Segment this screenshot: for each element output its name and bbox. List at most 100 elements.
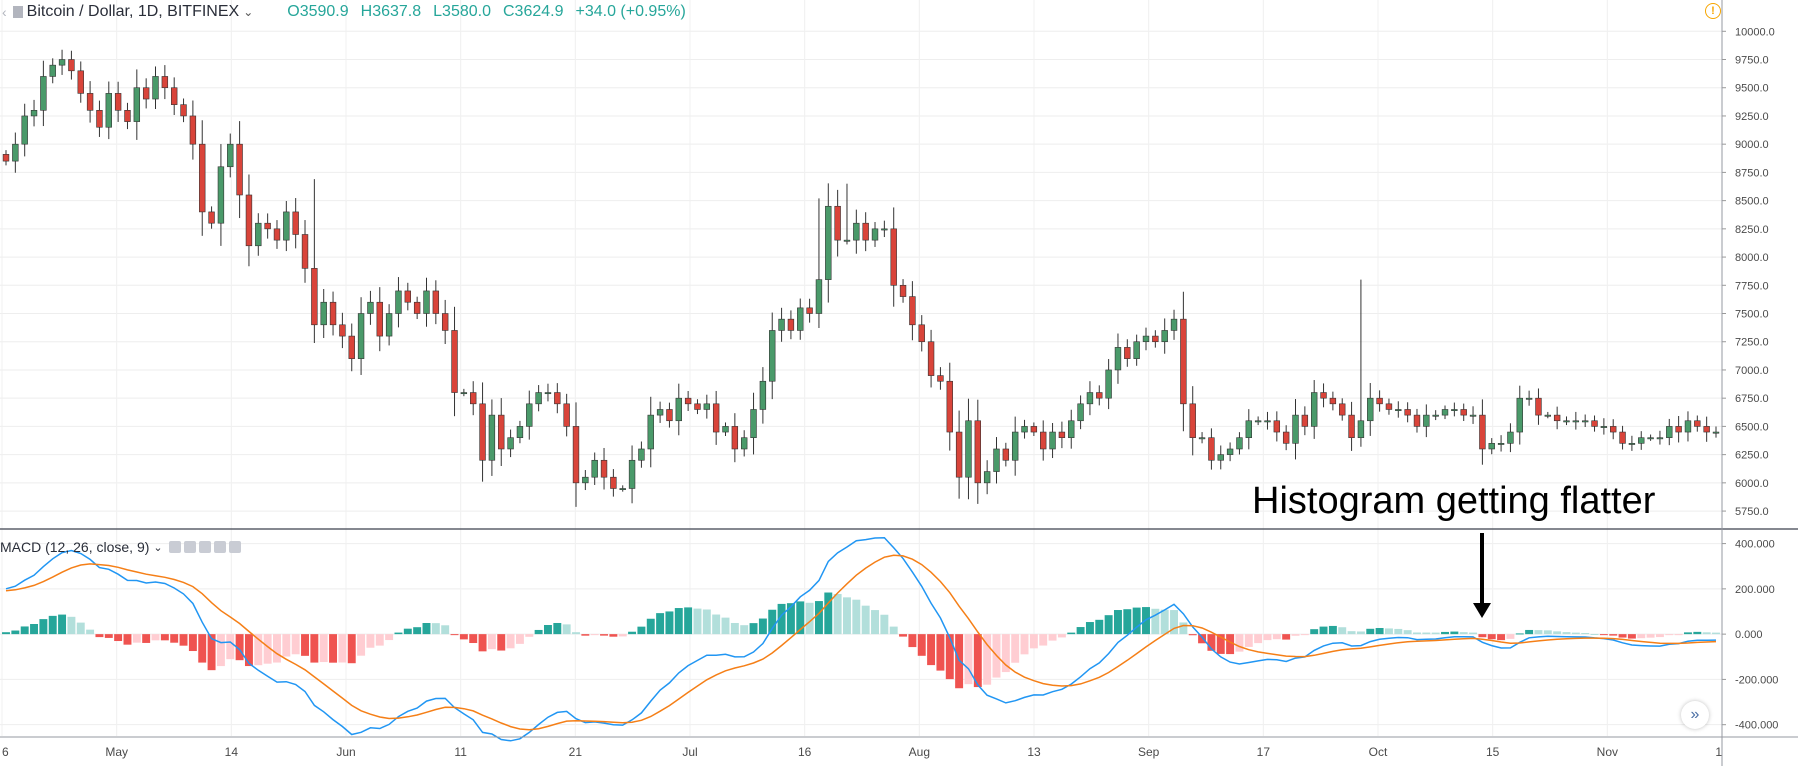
histogram-bar (1347, 631, 1356, 635)
y-tick-label: 6250.0 (1735, 450, 1769, 462)
histogram-bar (525, 634, 534, 637)
histogram-bar (1198, 634, 1207, 644)
candle (843, 239, 851, 242)
histogram-bar (1637, 634, 1646, 639)
histogram-bar (1590, 633, 1599, 635)
more-icon[interactable] (213, 541, 226, 553)
histogram-bar (543, 625, 552, 635)
histogram-bar (1272, 634, 1281, 640)
histogram-bar (58, 614, 67, 635)
collapse-icon[interactable]: ‹ (2, 4, 7, 20)
chevron-down-icon[interactable]: ⌄ (243, 5, 254, 19)
candle (1030, 426, 1038, 433)
histogram-bar (1627, 634, 1636, 639)
histogram-bar (375, 634, 384, 646)
histogram-bar (254, 634, 263, 666)
candle (1198, 437, 1206, 440)
chart-header: ‹ Bitcoin / Dollar, 1D, BITFINEX ⌄ O3590… (0, 2, 698, 22)
histogram-bar (67, 616, 76, 635)
candle (1133, 341, 1140, 359)
histogram-bar (824, 592, 833, 635)
histogram-bar (1553, 631, 1562, 635)
candle (348, 335, 355, 359)
histogram-bar (1441, 631, 1449, 635)
candle (1712, 431, 1720, 434)
candle (68, 59, 75, 72)
candle (432, 290, 440, 314)
histogram-bar (871, 610, 879, 635)
candle (498, 414, 505, 450)
macd-legend: MACD (12, 26, close, 9) ⌄ (0, 539, 244, 555)
candle (1376, 397, 1383, 405)
candle (208, 211, 215, 224)
candle (1385, 403, 1393, 410)
y-tick-label: 0.000 (1735, 629, 1763, 641)
y-tick-label: 7500.0 (1735, 309, 1769, 321)
candle (1666, 426, 1673, 438)
candle (1628, 443, 1636, 445)
ohlc-open: O3590.9 (287, 3, 349, 20)
histogram-bar (1310, 629, 1319, 635)
candle (965, 420, 972, 478)
x-tick-label: 21 (569, 745, 583, 759)
chevron-down-icon[interactable]: ⌄ (153, 541, 163, 554)
candle (1208, 437, 1215, 461)
candle (516, 426, 524, 438)
histogram-bar (590, 634, 599, 636)
candle (1049, 431, 1056, 450)
candle (712, 403, 720, 433)
candle (404, 290, 411, 303)
candle (1011, 431, 1019, 461)
candle (694, 403, 701, 410)
source-icon[interactable] (198, 541, 211, 553)
candle (460, 392, 468, 395)
histogram-bar (983, 634, 992, 685)
histogram-bar (179, 634, 188, 646)
y-tick-label: 10000.0 (1735, 26, 1775, 38)
candle (367, 301, 374, 314)
histogram-bar (917, 634, 926, 656)
candle (1647, 437, 1654, 440)
histogram-bar (534, 629, 543, 635)
candle (12, 143, 19, 162)
y-tick-label: 8750.0 (1735, 167, 1769, 179)
x-tick-label: Aug (909, 745, 930, 759)
candle (834, 205, 841, 241)
histogram-bar (553, 622, 562, 635)
histogram-bar (1160, 609, 1169, 635)
histogram-bar (1319, 626, 1328, 635)
macd-legend-label[interactable]: MACD (12, 26, close, 9) (0, 539, 150, 555)
candle (937, 375, 944, 382)
y-tick-label: 5750.0 (1735, 506, 1769, 518)
warning-icon[interactable]: ! (1705, 3, 1721, 19)
histogram-bar (1478, 634, 1487, 638)
histogram-bar (132, 634, 141, 643)
histogram-bar (740, 625, 749, 635)
candle (507, 437, 514, 450)
histogram-bar (852, 599, 861, 635)
histogram-bar (721, 617, 730, 635)
x-tick-label: Nov (1597, 745, 1618, 759)
histogram-bar (347, 634, 356, 664)
histogram-bar (1413, 632, 1421, 635)
candle (862, 222, 869, 241)
candle (1413, 414, 1421, 427)
candle (1086, 392, 1094, 405)
candle (1395, 409, 1402, 411)
symbol-title[interactable]: Bitcoin / Dollar, 1D, BITFINEX (26, 3, 240, 20)
candle (1423, 414, 1430, 427)
histogram-bar (1263, 634, 1272, 641)
candle (77, 70, 84, 94)
histogram-bar (1469, 632, 1478, 635)
histogram-bar (1170, 610, 1179, 635)
histogram-bar (730, 622, 739, 635)
candle (563, 403, 570, 427)
eye-icon[interactable] (168, 541, 181, 553)
close-icon[interactable] (228, 541, 241, 553)
settings-icon[interactable] (183, 541, 196, 553)
histogram-bar (861, 605, 870, 635)
histogram-bar (1207, 634, 1216, 651)
scroll-forward-icon[interactable]: » (1681, 701, 1709, 729)
histogram-bar (142, 634, 151, 643)
